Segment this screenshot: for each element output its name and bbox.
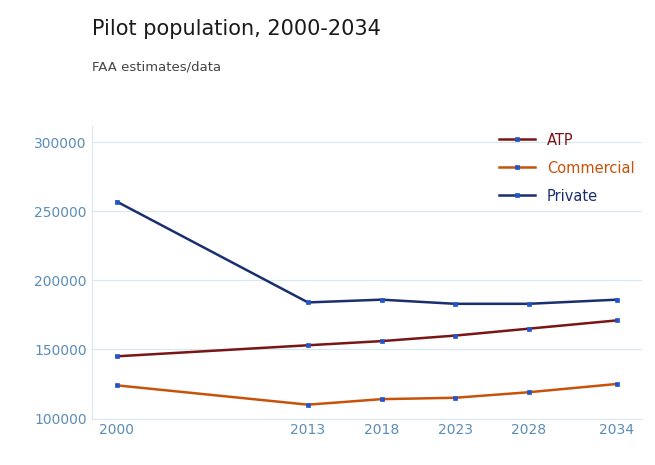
ATP xyxy=(113,353,121,359)
ATP xyxy=(451,333,459,339)
Commercial xyxy=(113,383,121,388)
ATP xyxy=(525,326,533,332)
Private xyxy=(613,297,621,302)
Private xyxy=(377,297,385,302)
ATP xyxy=(377,339,385,344)
Commercial xyxy=(613,381,621,387)
Text: FAA estimates/data: FAA estimates/data xyxy=(92,60,221,73)
Private xyxy=(451,301,459,306)
Commercial xyxy=(377,396,385,402)
Commercial xyxy=(525,390,533,395)
Private xyxy=(304,299,312,305)
Commercial xyxy=(304,402,312,407)
Legend: ATP, Commercial, Private: ATP, Commercial, Private xyxy=(499,133,635,204)
ATP xyxy=(613,318,621,323)
Text: Pilot population, 2000-2034: Pilot population, 2000-2034 xyxy=(92,19,381,39)
Line: ATP: ATP xyxy=(114,318,620,359)
Line: Commercial: Commercial xyxy=(114,381,620,407)
Private xyxy=(113,199,121,204)
Commercial xyxy=(451,395,459,400)
ATP xyxy=(304,342,312,348)
Private xyxy=(525,301,533,306)
Line: Private: Private xyxy=(114,199,620,306)
